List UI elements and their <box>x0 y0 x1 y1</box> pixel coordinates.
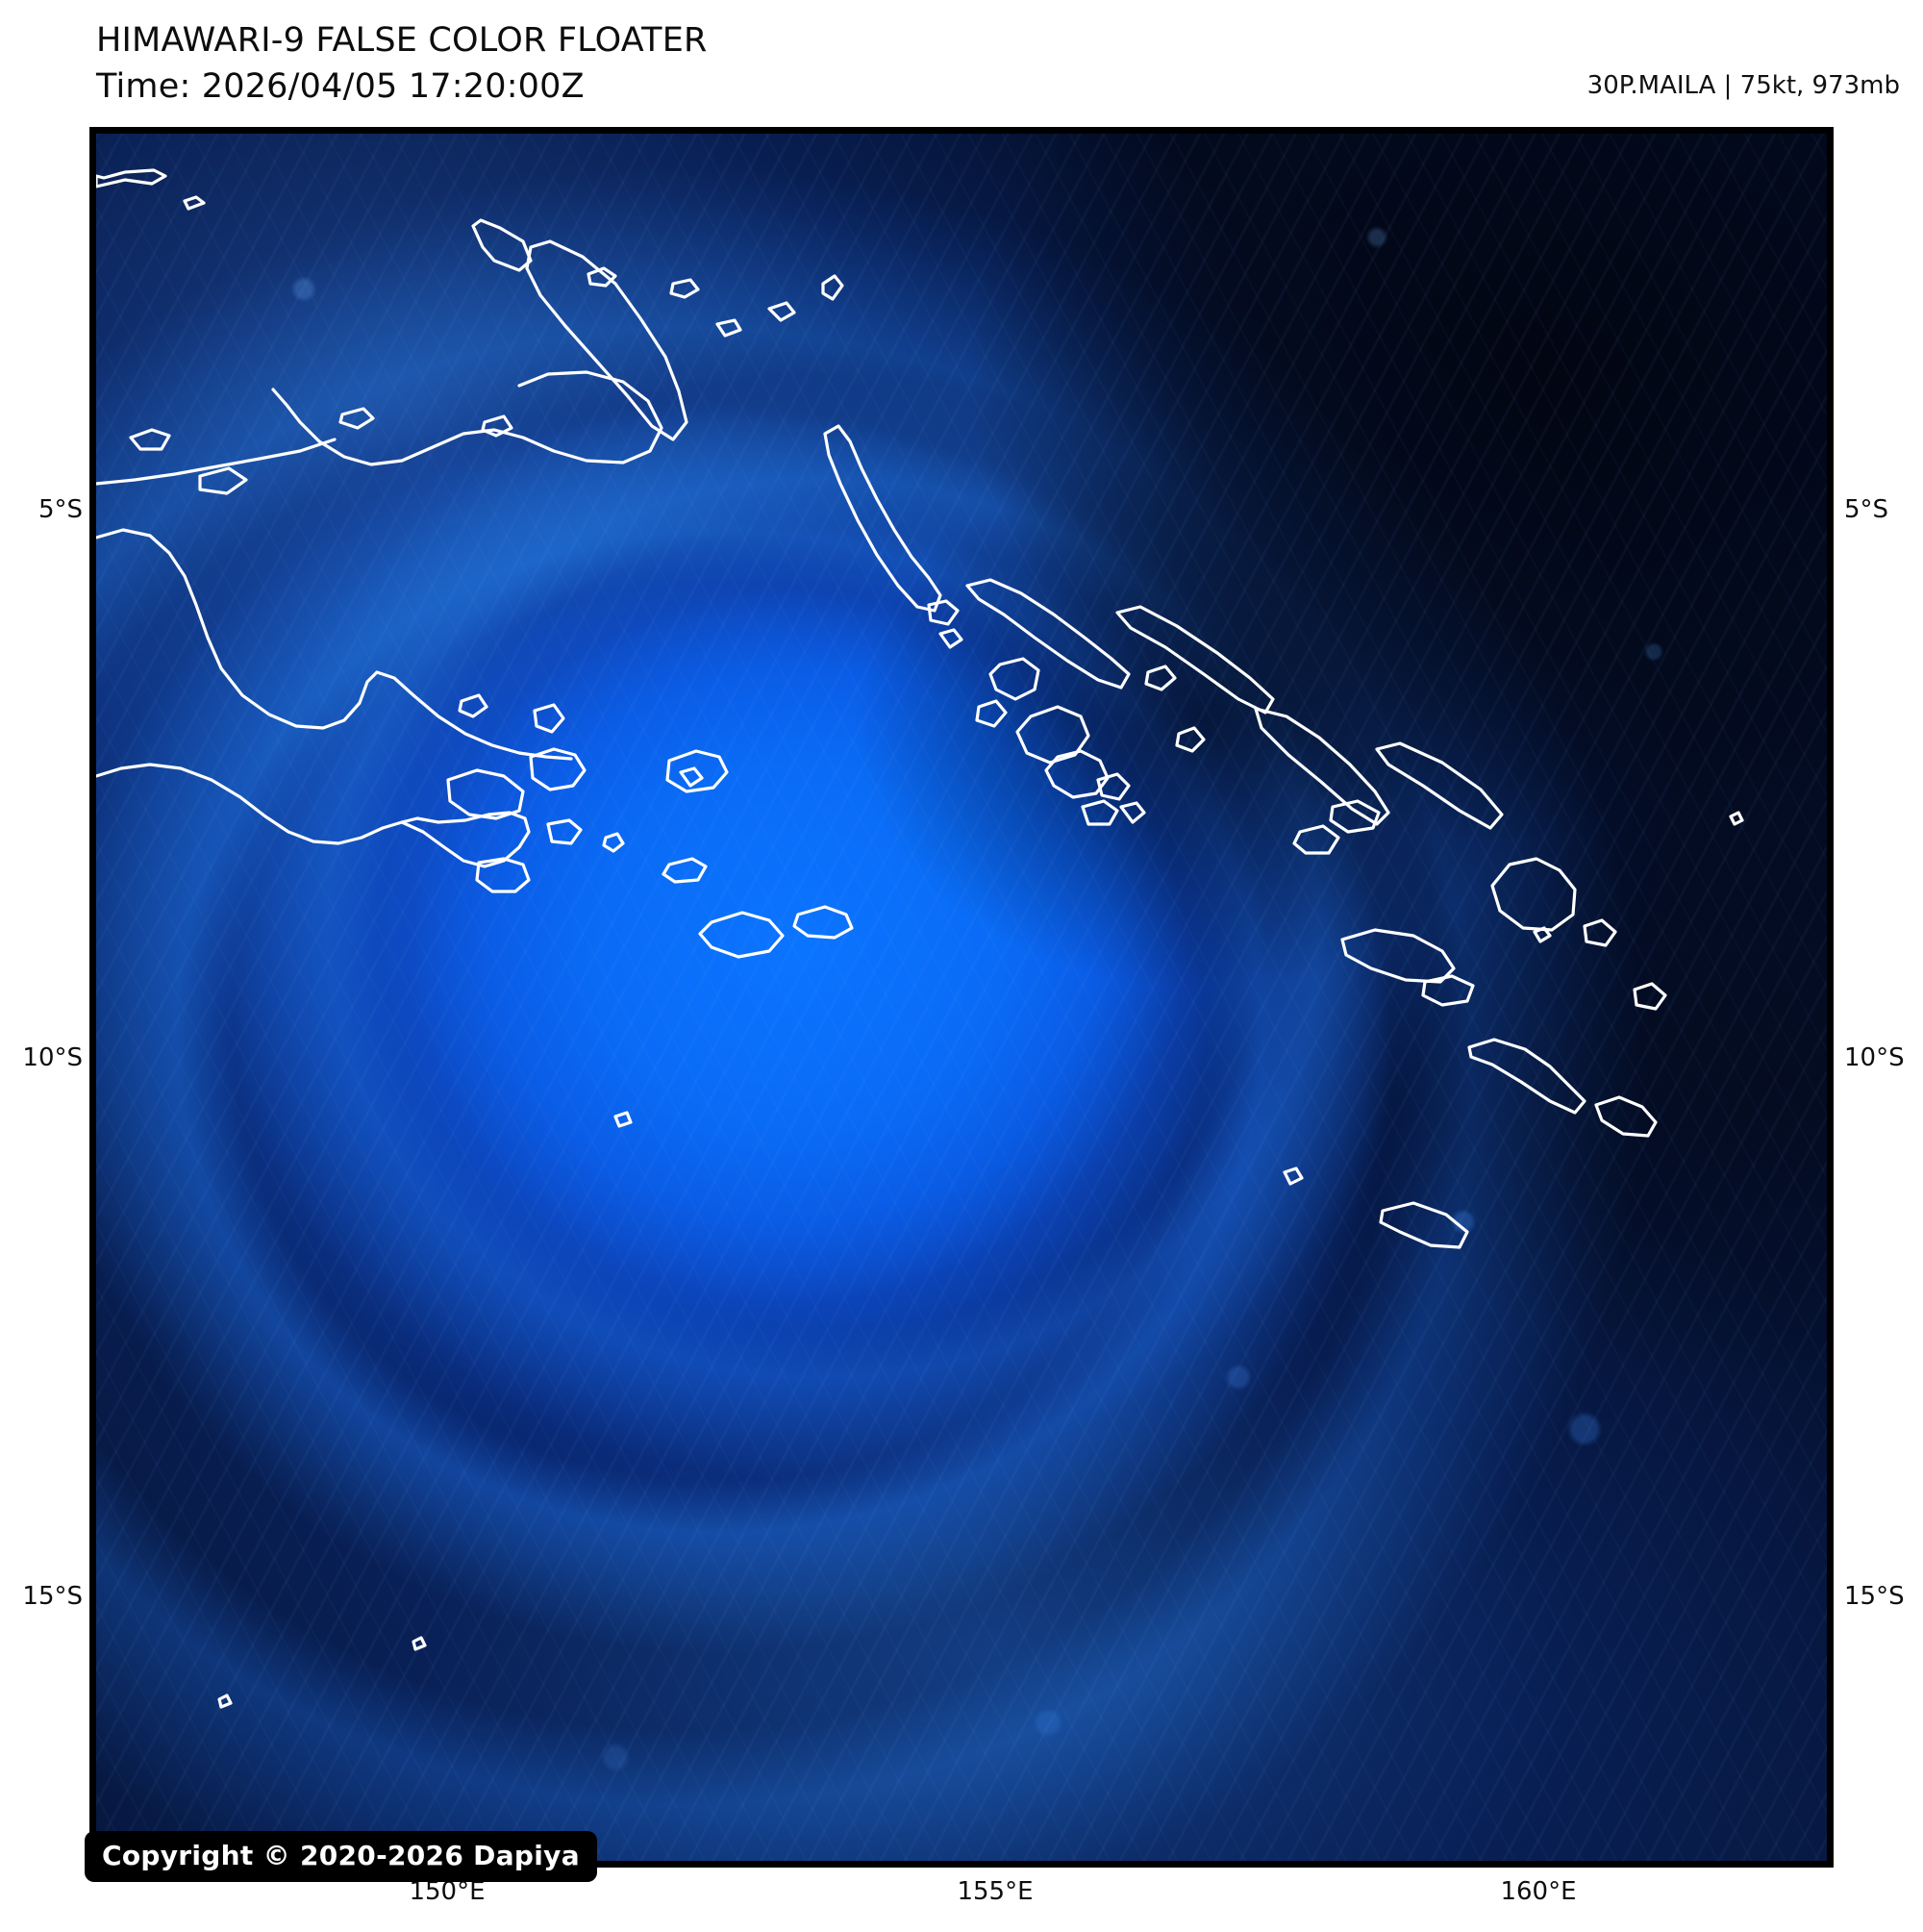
timestamp-label: Time: 2026/04/05 17:20:00Z <box>96 67 585 106</box>
lon-tick-150e: 150°E <box>409 1877 486 1906</box>
lat-tick-right-10s: 10°S <box>1844 1043 1905 1072</box>
lat-tick-left-5s: 5°S <box>37 495 83 524</box>
lon-tick-155e: 155°E <box>957 1877 1034 1906</box>
lat-tick-left-15s: 15°S <box>22 1582 83 1611</box>
dry-slot-layer <box>96 134 1827 1861</box>
title-block: HIMAWARI-9 FALSE COLOR FLOATER Time: 202… <box>96 17 708 110</box>
lon-tick-160e: 160°E <box>1500 1877 1577 1906</box>
coastline-overlay <box>96 168 1744 1709</box>
satellite-image[interactable] <box>96 134 1827 1861</box>
page-title: HIMAWARI-9 FALSE COLOR FLOATER <box>96 21 708 60</box>
storm-info-label: 30P.MAILA | 75kt, 973mb <box>1586 71 1900 100</box>
convective-cell-layer <box>96 134 1827 1861</box>
lat-tick-right-5s: 5°S <box>1844 495 1889 524</box>
lat-tick-right-15s: 15°S <box>1844 1582 1905 1611</box>
satellite-image-frame <box>89 127 1834 1868</box>
lat-tick-left-10s: 10°S <box>22 1043 83 1072</box>
cloud-texture-layer <box>96 134 1827 1861</box>
header: HIMAWARI-9 FALSE COLOR FLOATER Time: 202… <box>0 0 1923 127</box>
copyright-badge: Copyright © 2020-2026 Dapiya <box>85 1831 597 1882</box>
